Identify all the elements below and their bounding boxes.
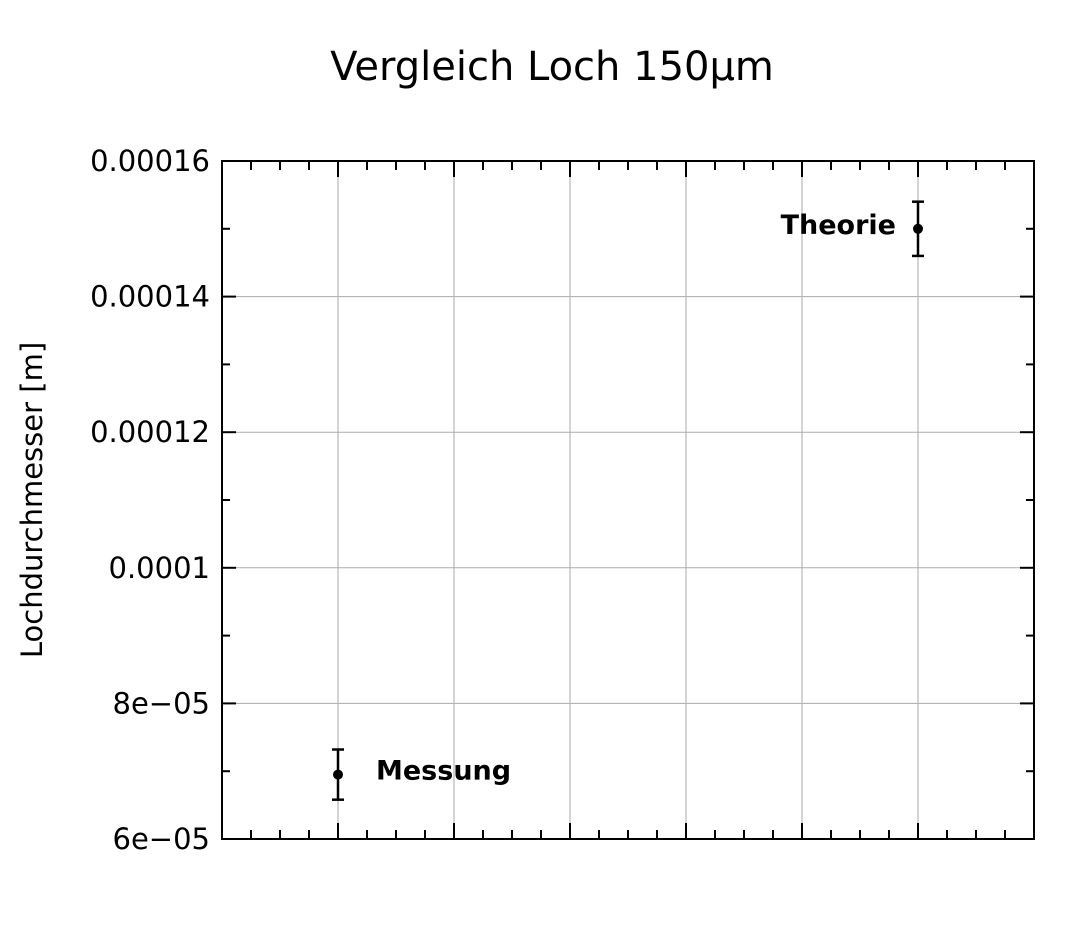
data-points: Messung Theorie [332,200,924,801]
y-tick-labels: 6e−05 8e−05 0.0001 0.00012 0.00014 0.00016 [90,144,210,856]
axis-ticks [221,160,1035,840]
grid [222,161,1034,839]
y-tick-label: 0.0001 [109,551,210,585]
chart-title: Vergleich Loch 150µm [330,44,774,90]
plot-frame [221,160,1035,840]
y-axis-label: Lochdurchmesser [m] [15,342,49,658]
y-tick-label: 0.00012 [90,415,210,449]
data-point [333,769,343,780]
data-point [913,223,923,234]
point-label: Messung [376,756,511,787]
y-tick-label: 0.00016 [90,144,210,178]
y-tick-label: 6e−05 [113,822,211,856]
y-tick-label: 0.00014 [90,280,210,314]
point-label: Theorie [781,210,896,241]
y-tick-label: 8e−05 [113,686,211,720]
